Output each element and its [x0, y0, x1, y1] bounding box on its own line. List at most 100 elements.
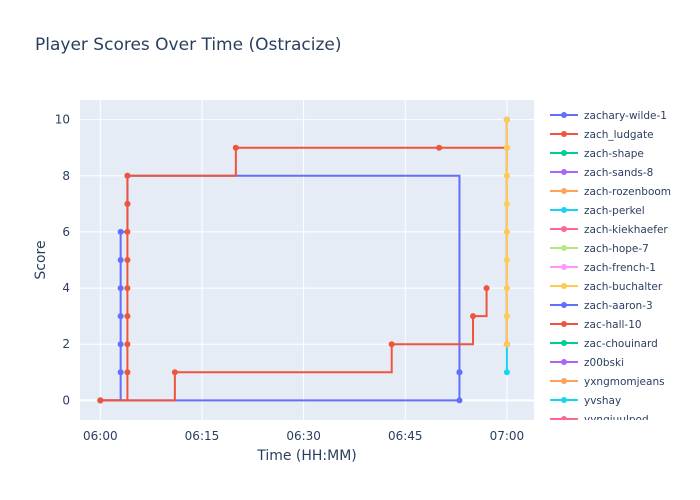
legend-label: zach-kiekhaefer [584, 224, 668, 236]
data-point[interactable] [124, 257, 131, 263]
legend-label: zac-chouinard [584, 338, 658, 350]
data-point[interactable] [117, 369, 124, 376]
legend-marker [561, 226, 567, 232]
data-point[interactable] [117, 257, 124, 263]
data-point[interactable] [503, 369, 510, 376]
legend[interactable]: zachary-wilde-1 zach_ludgate zach-shape zac… [550, 110, 671, 426]
legend-marker [561, 207, 567, 213]
legend-marker [561, 302, 567, 308]
data-point[interactable] [503, 257, 510, 263]
x-tick-labels: 06:00 06:15 06:30 06:45 07:00 [83, 429, 524, 443]
y-tick-label: 2 [62, 337, 70, 351]
x-tick-label: 06:00 [83, 429, 118, 443]
legend-item[interactable]: yxngmomjeans [550, 376, 665, 388]
legend-label: zach-french-1 [584, 262, 656, 274]
legend-item[interactable]: z00bski [550, 357, 624, 369]
data-point[interactable] [503, 313, 510, 320]
data-point[interactable] [503, 285, 510, 292]
y-tick-label: 8 [62, 169, 70, 183]
legend-item[interactable]: zach-perkel [550, 205, 645, 217]
legend-marker [561, 264, 567, 270]
legend-label: zachary-wilde-1 [584, 110, 667, 122]
legend-item[interactable]: zach-french-1 [550, 262, 656, 274]
legend-marker [561, 416, 567, 420]
x-tick-label: 07:00 [490, 429, 525, 443]
data-point[interactable] [117, 313, 124, 320]
legend-marker [561, 378, 567, 384]
legend-label: zach_ludgate [584, 129, 654, 141]
data-point[interactable] [456, 369, 463, 376]
legend-item[interactable]: zach-hope-7 [550, 243, 649, 255]
legend-label: yvshay [584, 395, 621, 407]
data-point[interactable] [124, 341, 131, 348]
data-point[interactable] [124, 369, 131, 376]
data-point[interactable] [97, 397, 104, 404]
legend-label: zach-perkel [584, 205, 645, 217]
data-point[interactable] [232, 144, 239, 151]
x-axis-title: Time (HH:MM) [256, 448, 357, 464]
data-point[interactable] [171, 369, 178, 376]
plot-area [80, 100, 534, 420]
legend-marker [561, 321, 567, 327]
x-tick-label: 06:15 [185, 429, 220, 443]
data-point[interactable] [503, 200, 510, 207]
legend-marker [561, 340, 567, 346]
legend-item[interactable]: zach-sands-8 [550, 167, 653, 179]
legend-item[interactable]: zach-shape [550, 148, 644, 160]
data-point[interactable] [503, 144, 510, 151]
legend-item[interactable]: zach-rozenboom [550, 186, 671, 198]
y-tick-label: 10 [55, 113, 70, 127]
legend-marker [561, 245, 567, 251]
legend-label: yyngiuulpod [584, 414, 649, 426]
y-axis-title: Score [33, 240, 49, 279]
data-point[interactable] [124, 200, 131, 207]
legend-item[interactable]: zach-aaron-3 [550, 300, 653, 312]
data-point[interactable] [470, 313, 477, 320]
data-point[interactable] [456, 397, 463, 404]
legend-marker [561, 188, 567, 194]
y-tick-label: 0 [62, 393, 70, 407]
y-tick-label: 6 [62, 225, 70, 239]
legend-marker [561, 112, 567, 118]
y-tick-label: 4 [62, 281, 70, 295]
series-layer [97, 116, 510, 404]
series-zac-hall-10 [97, 285, 490, 404]
data-point[interactable] [124, 172, 131, 179]
data-point[interactable] [483, 285, 490, 292]
x-tick-label: 06:45 [388, 429, 423, 443]
data-point[interactable] [436, 144, 443, 151]
legend-marker [561, 169, 567, 175]
series-zach-buchalter [503, 116, 510, 348]
legend-label: zach-aaron-3 [584, 300, 653, 312]
series-zach_ludgate [97, 144, 510, 404]
y-tick-labels: 0 2 4 6 8 10 [55, 113, 70, 408]
data-point[interactable] [503, 116, 510, 123]
data-point[interactable] [503, 341, 510, 348]
legend-item[interactable]: zach_ludgate [550, 129, 654, 141]
data-point[interactable] [124, 313, 131, 320]
data-point[interactable] [117, 285, 124, 292]
legend-item[interactable]: zac-hall-10 [550, 319, 642, 331]
legend-item[interactable]: yvshay [550, 395, 621, 407]
legend-label: yxngmomjeans [584, 376, 665, 388]
legend-item[interactable]: zach-kiekhaefer [550, 224, 668, 236]
legend-label: zach-shape [584, 148, 644, 160]
legend-label: zach-hope-7 [584, 243, 649, 255]
data-point[interactable] [124, 228, 131, 235]
legend-marker [561, 359, 567, 365]
data-point[interactable] [117, 341, 124, 348]
data-point[interactable] [503, 228, 510, 235]
legend-item[interactable]: zach-buchalter [550, 281, 663, 293]
data-point[interactable] [503, 172, 510, 179]
legend-item[interactable]: yyngiuulpod [550, 414, 649, 426]
legend-marker [561, 131, 567, 137]
legend-marker [561, 397, 567, 403]
data-point[interactable] [124, 285, 131, 292]
data-point[interactable] [388, 341, 395, 348]
legend-item[interactable]: zachary-wilde-1 [550, 110, 667, 122]
data-point[interactable] [117, 228, 124, 235]
legend-label: zach-sands-8 [584, 167, 653, 179]
legend-label: z00bski [584, 357, 624, 369]
legend-item[interactable]: zac-chouinard [550, 338, 658, 350]
legend-label: zac-hall-10 [584, 319, 642, 331]
